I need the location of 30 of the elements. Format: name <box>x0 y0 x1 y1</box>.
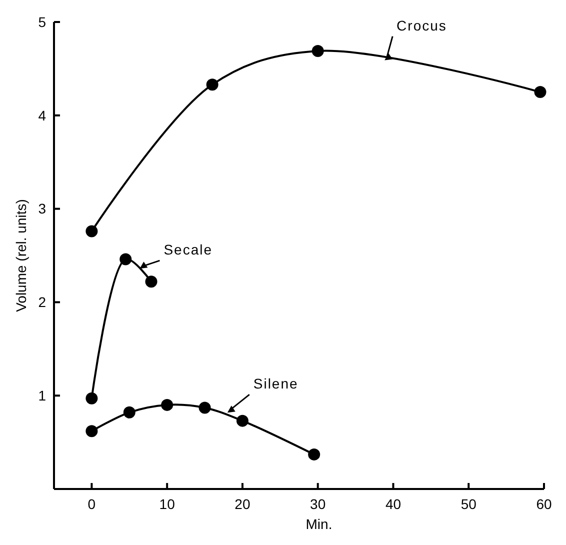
series-label: Crocus <box>396 17 447 34</box>
point <box>145 276 158 288</box>
point <box>161 398 174 411</box>
x-tick-label: 50 <box>460 496 477 512</box>
x-axis-title: Min. <box>306 516 332 532</box>
point <box>236 414 248 427</box>
point <box>198 402 211 414</box>
y-axis-title: Volume (rel. units) <box>13 199 29 312</box>
point <box>312 44 324 57</box>
x-tick-label: 40 <box>385 496 402 512</box>
point <box>86 392 98 404</box>
y-tick-label: 4 <box>38 107 46 124</box>
point <box>308 448 320 460</box>
point <box>120 253 132 266</box>
x-tick-label: 30 <box>310 496 326 512</box>
x-tick-label: 0 <box>88 496 96 512</box>
x-tick-label: 20 <box>234 496 250 512</box>
point <box>206 78 218 91</box>
point <box>86 425 98 438</box>
y-tick-label: 5 <box>38 14 46 30</box>
point <box>534 86 546 98</box>
point <box>123 406 136 418</box>
series-label: Silene <box>253 376 298 392</box>
y-tick-label: 2 <box>38 294 46 310</box>
x-tick-label: 60 <box>536 496 552 512</box>
series-label: Secale <box>164 242 213 258</box>
y-tick-label: 3 <box>38 200 46 217</box>
y-tick-label: 1 <box>38 388 46 404</box>
point <box>86 225 98 238</box>
x-tick-label: 10 <box>159 496 176 512</box>
